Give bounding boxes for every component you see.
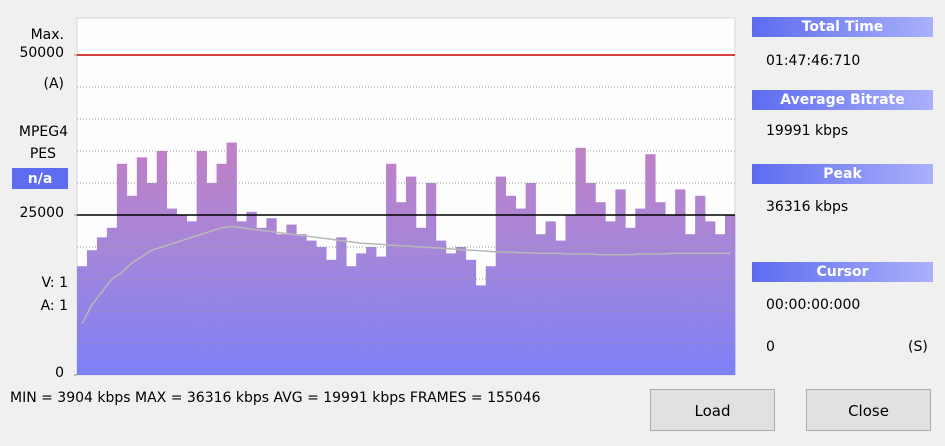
- stream-label: PES: [30, 146, 56, 162]
- bitrate-bar: [535, 234, 546, 375]
- bitrate-bar: [625, 227, 636, 375]
- bitrate-bar: [455, 247, 467, 375]
- bitrate-bar: [465, 259, 477, 375]
- bitrate-bar: [306, 240, 317, 375]
- bitrate-bar: [266, 218, 277, 375]
- load-button[interactable]: Load: [650, 389, 775, 431]
- bitrate-bar: [186, 221, 197, 375]
- bitrate-chart: Max. (A) MPEG4 PES n/a V: 1 A: 1 0 25000 5…: [12, 17, 736, 381]
- codec-label: MPEG4: [19, 124, 68, 140]
- panel-header: Average Bitrate: [752, 90, 933, 110]
- close-button[interactable]: Close: [806, 389, 931, 431]
- status-label: n/a: [28, 171, 53, 187]
- bitrate-bar: [376, 256, 387, 375]
- bitrate-bar: [96, 237, 108, 375]
- average-line: [81, 225, 730, 325]
- bitrate-bar: [665, 215, 676, 375]
- cursor-time: 00:00:00:000: [766, 297, 861, 313]
- bitrate-bar: [655, 202, 666, 375]
- bitrate-bar: [396, 202, 407, 375]
- bitrate-bar: [156, 151, 168, 375]
- bitrate-bar: [595, 202, 606, 375]
- bitrate-bar: [196, 151, 207, 375]
- bitrate-bar: [296, 234, 307, 375]
- bitrate-bar: [695, 195, 706, 375]
- bitrate-bar: [276, 234, 287, 375]
- bitrate-bar: [605, 221, 616, 375]
- bitrate-bar: [485, 266, 497, 375]
- bitrate-bar: [326, 259, 337, 375]
- audio-label: A: 1: [41, 298, 68, 314]
- bitrate-bar: [435, 240, 447, 375]
- bitrate-bar: [406, 176, 417, 375]
- video-label: V: 1: [41, 275, 68, 291]
- panel-header: Total Time: [752, 17, 933, 37]
- bitrate-bar: [246, 211, 257, 375]
- panel-header: Peak: [752, 164, 933, 184]
- y-tick-label: 25000: [19, 205, 64, 221]
- bitrate-bar: [236, 221, 247, 375]
- bitrate-bar: [515, 208, 526, 375]
- bitrate-bar: [126, 195, 138, 375]
- bitrate-bar: [445, 253, 457, 375]
- bitrate-bar: [316, 247, 327, 375]
- bitrate-bar: [725, 215, 736, 375]
- bitrate-bar: [77, 266, 88, 375]
- bitrate-bar: [146, 183, 158, 375]
- bitrate-bar: [415, 227, 427, 375]
- bitrate-bar: [256, 227, 267, 375]
- bitrate-bar: [206, 183, 217, 375]
- unit-label: (A): [43, 76, 64, 92]
- bitrate-bar: [386, 163, 397, 375]
- bitrate-bar: [685, 234, 696, 375]
- y-tick-label: 0: [55, 365, 64, 381]
- panel-header: Cursor: [752, 262, 933, 282]
- bitrate-bar: [715, 234, 726, 375]
- bitrate-bar: [575, 147, 586, 375]
- cursor-unit: (S): [908, 339, 928, 355]
- bitrate-bar: [495, 176, 506, 375]
- bitrate-bar: [136, 157, 148, 375]
- statistics: MIN = 3904 kbps MAX = 36316 kbps AVG = 1…: [10, 390, 541, 406]
- bitrate-bar: [116, 163, 128, 375]
- bitrate-bar: [166, 208, 177, 375]
- bitrate-bar: [635, 208, 646, 375]
- bitrate-bar: [346, 266, 357, 375]
- bitrate-bar: [675, 189, 686, 375]
- max-label: Max.: [31, 27, 64, 43]
- total-time: 01:47:46:710: [766, 53, 861, 69]
- y-tick-label: 50000: [19, 45, 64, 61]
- bitrate-bar: [176, 215, 187, 375]
- bitrate-bar: [216, 163, 227, 375]
- bitrate-bar: [545, 221, 556, 375]
- average-bitrate: 19991 kbps: [766, 123, 849, 139]
- cursor-position: 0: [766, 339, 775, 355]
- bitrate-bar: [475, 285, 487, 375]
- bitrate-bar: [555, 240, 566, 375]
- status-box: [12, 168, 68, 189]
- bitrate-bar: [705, 221, 716, 375]
- bitrate-bar: [336, 237, 347, 375]
- bitrate-bar: [356, 253, 367, 375]
- bitrate-bar: [226, 142, 237, 375]
- bitrate-bar: [106, 227, 118, 375]
- bitrate-bar: [565, 215, 576, 375]
- bitrate-bar: [615, 189, 626, 375]
- peak: 36316 kbps: [766, 199, 849, 215]
- bitrate-bar: [286, 224, 297, 375]
- bitrate-bar: [645, 154, 656, 375]
- bitrate-bar: [86, 250, 98, 375]
- bitrate-bar: [505, 195, 516, 375]
